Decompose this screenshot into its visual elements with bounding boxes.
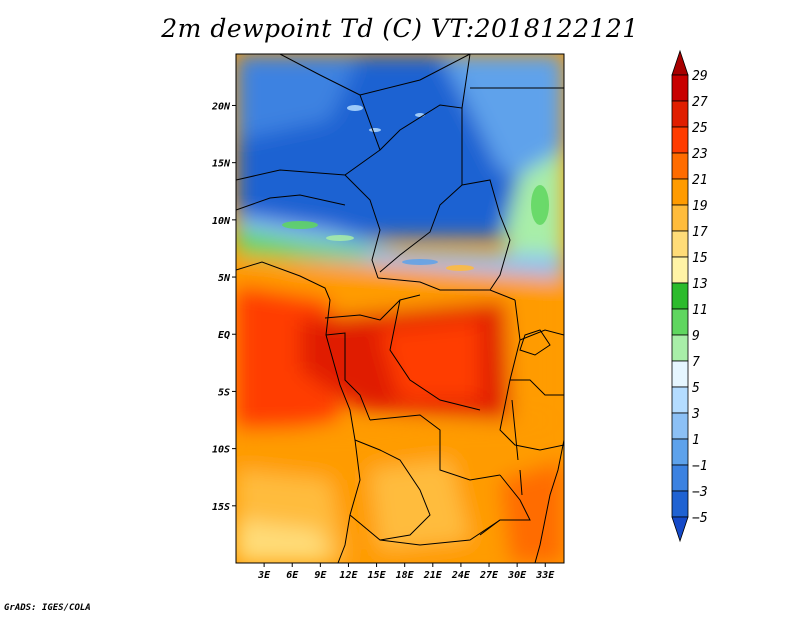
lat-tick-label: 15S [212, 502, 230, 513]
country-borders [236, 54, 564, 563]
blob-congo-core [380, 320, 480, 400]
colorbar-segment [671, 74, 689, 102]
colorbar-segment [671, 438, 689, 466]
colorbar-segment [671, 464, 689, 492]
colorbar-segment [671, 386, 689, 414]
colorbar-segment [671, 308, 689, 336]
colorbar-label: 1 [692, 433, 700, 448]
colorbar-label: 3 [691, 407, 700, 422]
colorbar-label: 25 [692, 121, 708, 136]
colorbar-segment [671, 256, 689, 284]
lat-tick-label: 15N [212, 159, 231, 170]
colorbar-label: 9 [692, 329, 700, 344]
colorbar-segment [671, 230, 689, 258]
lon-tick-label: 18E [396, 570, 415, 581]
colorbar-top-arrow [671, 49, 689, 76]
colorbar-label: 29 [692, 69, 708, 84]
colorbar-label: 11 [692, 303, 708, 318]
colorbar-segment [671, 360, 689, 388]
colorbar: 29 27 25 23 21 19 17 15 13 11 9 7 5 3 1 −1 −3 −5 [671, 49, 708, 543]
lon-tick-label: 12E [339, 570, 358, 581]
colorbar-label: 19 [692, 199, 708, 214]
lat-tick-label: EQ [218, 330, 230, 341]
lon-tick-label: 21E [423, 570, 443, 581]
colorbar-segment [671, 334, 689, 362]
colorbar-label: −1 [692, 459, 708, 474]
lat-tick-label: 5N [218, 273, 231, 284]
lon-tick-label: 33E [535, 570, 555, 581]
colorbar-label: 23 [692, 147, 708, 162]
chart-title: 2m dewpoint Td (C) VT:2018122121 [161, 14, 639, 43]
colorbar-segment [671, 100, 689, 128]
colorbar-segment [671, 126, 689, 154]
colorbar-label: 21 [692, 173, 708, 188]
colorbar-segment [671, 204, 689, 232]
colorbar-segment [671, 152, 689, 180]
grads-credit: GrADS: IGES/COLA [4, 603, 91, 613]
colorbar-label: 5 [692, 381, 700, 396]
colorbar-segment [671, 490, 689, 518]
colorbar-label: 15 [692, 251, 708, 266]
colorbar-bottom-arrow [671, 516, 689, 543]
colorbar-segment [671, 412, 689, 440]
lake-outlines [511, 329, 551, 496]
lon-tick-label: 6E [286, 570, 299, 581]
colorbar-label: 13 [692, 277, 708, 292]
plot-frame [235, 53, 565, 564]
lon-tick-label: 30E [507, 570, 527, 581]
lon-tick-label: 15E [368, 570, 387, 581]
colorbar-label: 7 [692, 355, 700, 370]
field-streaks [282, 105, 549, 271]
lon-tick-label: 24E [451, 570, 471, 581]
blob-southwest-dry [236, 520, 330, 563]
colorbar-label: 27 [692, 95, 708, 110]
colorbar-label: −5 [692, 511, 708, 526]
colorbar-label: 17 [692, 225, 708, 240]
longitude-axis: 3E 6E 9E 12E 15E 18E 21E 24E 27E 30E 33E [257, 563, 555, 581]
lat-tick-label: 10S [212, 445, 230, 456]
lon-tick-label: 9E [314, 570, 327, 581]
lat-tick-label: 5S [218, 387, 230, 398]
latitude-axis: 20N 15N 10N 5N EQ 5S 10S 15S [211, 101, 236, 513]
blob-sahel-green [236, 228, 380, 258]
blob-south-central [370, 460, 470, 550]
lon-tick-label: 27E [479, 570, 499, 581]
colorbar-segment [671, 282, 689, 310]
lon-tick-label: 3E [257, 570, 271, 581]
lat-tick-label: 20N [211, 101, 231, 112]
lat-tick-label: 10N [212, 216, 231, 227]
colorbar-segment [671, 178, 689, 206]
colorbar-label: −3 [692, 485, 708, 500]
blob-northwest [236, 54, 360, 140]
blob-southeast [500, 460, 564, 563]
